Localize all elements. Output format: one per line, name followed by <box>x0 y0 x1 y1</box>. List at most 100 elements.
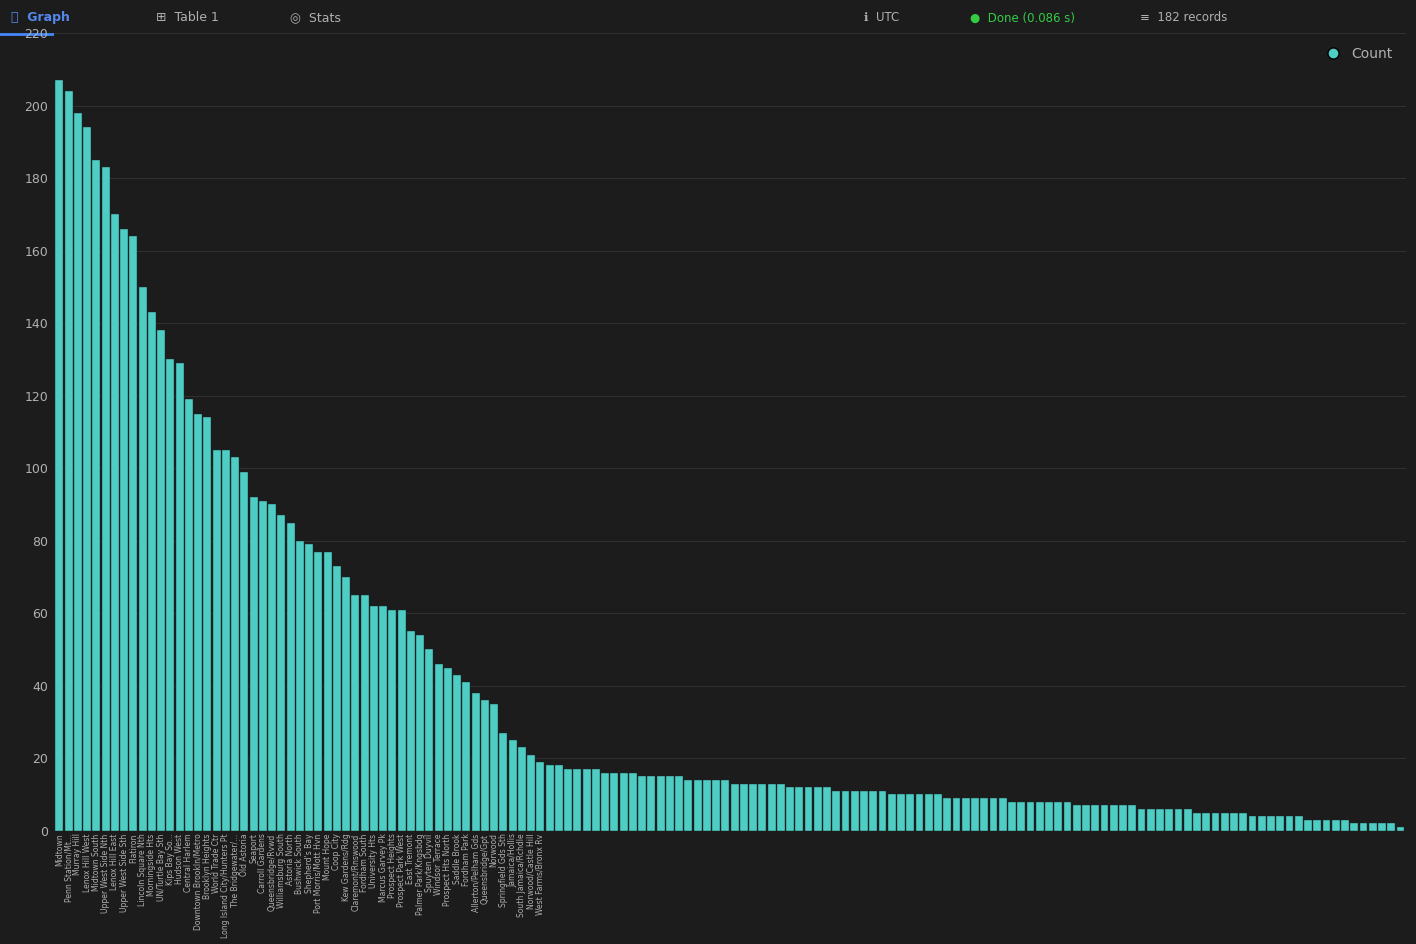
Bar <box>435 664 443 831</box>
Bar <box>1276 817 1284 831</box>
Bar <box>759 784 766 831</box>
Bar <box>1221 813 1229 831</box>
Bar <box>333 566 341 831</box>
Bar <box>231 457 239 831</box>
Text: ℹ  UTC: ℹ UTC <box>864 11 899 25</box>
Bar <box>971 798 978 831</box>
Bar <box>1165 809 1174 831</box>
Bar <box>639 776 646 831</box>
Bar <box>1388 823 1395 831</box>
Bar <box>222 450 229 831</box>
Bar <box>675 776 683 831</box>
Bar <box>943 798 952 831</box>
Bar <box>731 784 739 831</box>
Bar <box>1100 805 1109 831</box>
Bar <box>823 787 831 831</box>
Bar <box>351 595 360 831</box>
Bar <box>564 769 572 831</box>
Bar <box>1294 817 1303 831</box>
Bar <box>980 798 988 831</box>
Bar <box>1017 801 1025 831</box>
Bar <box>1249 817 1256 831</box>
Bar <box>869 791 878 831</box>
Bar <box>268 504 276 831</box>
Bar <box>1037 801 1044 831</box>
Bar <box>1008 801 1017 831</box>
Bar <box>767 784 776 831</box>
Bar <box>694 780 701 831</box>
Bar <box>361 595 368 831</box>
Bar <box>629 773 637 831</box>
Bar <box>481 700 489 831</box>
Bar <box>1332 819 1340 831</box>
Bar <box>935 795 942 831</box>
Bar <box>212 450 221 831</box>
Bar <box>1055 801 1062 831</box>
Bar <box>314 551 323 831</box>
Bar <box>278 515 285 831</box>
Bar <box>1027 801 1035 831</box>
Bar <box>1351 823 1358 831</box>
Bar <box>1063 801 1072 831</box>
Text: ⊞  Table 1: ⊞ Table 1 <box>156 11 218 25</box>
Bar <box>1110 805 1117 831</box>
Bar <box>102 167 109 831</box>
Bar <box>1286 817 1293 831</box>
Bar <box>167 360 174 831</box>
Bar <box>898 795 905 831</box>
Bar <box>490 704 498 831</box>
Bar <box>1323 819 1331 831</box>
Bar <box>741 784 748 831</box>
Bar <box>324 551 331 831</box>
Bar <box>1359 823 1368 831</box>
Bar <box>990 798 997 831</box>
Bar <box>1257 817 1266 831</box>
Bar <box>1239 813 1247 831</box>
Bar <box>592 769 600 831</box>
Bar <box>666 776 674 831</box>
Bar <box>249 497 258 831</box>
Bar <box>620 773 627 831</box>
Bar <box>602 773 609 831</box>
Bar <box>1137 809 1146 831</box>
Bar <box>1194 813 1201 831</box>
Bar <box>879 791 886 831</box>
Bar <box>343 577 350 831</box>
Text: ◎  Stats: ◎ Stats <box>290 11 341 25</box>
Bar <box>416 635 423 831</box>
Bar <box>388 610 396 831</box>
Bar <box>443 667 452 831</box>
Bar <box>425 649 433 831</box>
Bar <box>555 766 562 831</box>
Bar <box>204 417 211 831</box>
Bar <box>657 776 664 831</box>
Bar <box>1155 809 1164 831</box>
Bar <box>582 769 590 831</box>
Bar <box>545 766 554 831</box>
Bar <box>804 787 813 831</box>
Bar <box>702 780 711 831</box>
Bar <box>1267 817 1274 831</box>
Bar <box>398 610 405 831</box>
Bar <box>1304 819 1313 831</box>
Bar <box>406 632 415 831</box>
Bar <box>120 228 127 831</box>
Bar <box>998 798 1007 831</box>
Bar <box>110 214 119 831</box>
Bar <box>241 472 248 831</box>
Bar <box>1314 819 1321 831</box>
Text: ⬛  Graph: ⬛ Graph <box>11 11 71 25</box>
Bar <box>65 91 72 831</box>
Bar <box>1184 809 1192 831</box>
Bar <box>1082 805 1090 831</box>
Bar <box>1231 813 1238 831</box>
Bar <box>647 776 656 831</box>
Bar <box>1378 823 1386 831</box>
Bar <box>1369 823 1376 831</box>
Text: ●  Done (0.086 s): ● Done (0.086 s) <box>970 11 1075 25</box>
Bar <box>860 791 868 831</box>
Bar <box>1073 805 1080 831</box>
Bar <box>953 798 960 831</box>
Bar <box>296 541 304 831</box>
Legend: Count: Count <box>1313 40 1399 68</box>
